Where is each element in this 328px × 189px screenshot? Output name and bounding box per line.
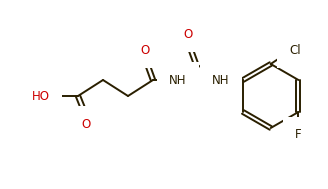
Text: NH: NH xyxy=(169,74,187,87)
Text: Cl: Cl xyxy=(289,43,300,57)
Text: F: F xyxy=(295,129,302,142)
Text: O: O xyxy=(81,118,91,130)
Text: NH: NH xyxy=(212,74,230,87)
Text: O: O xyxy=(140,43,150,57)
Text: HO: HO xyxy=(32,90,50,102)
Text: O: O xyxy=(183,28,193,40)
